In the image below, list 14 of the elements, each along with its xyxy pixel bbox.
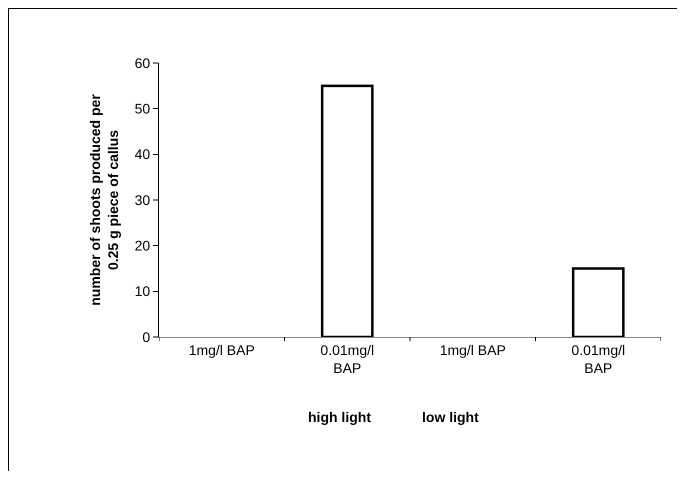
x-tick-label: 0.01mg/l BAP — [320, 342, 374, 376]
y-tick-label: 40 — [134, 146, 150, 162]
y-axis-title: number of shoots produced per 0.25 g piece of callus — [87, 94, 122, 306]
y-tick-label: 50 — [134, 100, 150, 117]
text: low light — [422, 409, 480, 425]
x-tick-label: 1mg/l BAP — [188, 342, 255, 358]
y-tick-label: 0 — [142, 328, 150, 345]
x-tick-label: 0.01mg/l BAP — [571, 342, 626, 376]
x-tick-label: 1mg/l BAP — [440, 342, 506, 358]
y-tick-label: 10 — [134, 283, 150, 300]
y-tick-label: 20 — [134, 238, 150, 254]
y-tick-label: 60 — [134, 54, 150, 71]
text: high light — [308, 409, 372, 425]
y-tick-label: 30 — [134, 192, 150, 208]
